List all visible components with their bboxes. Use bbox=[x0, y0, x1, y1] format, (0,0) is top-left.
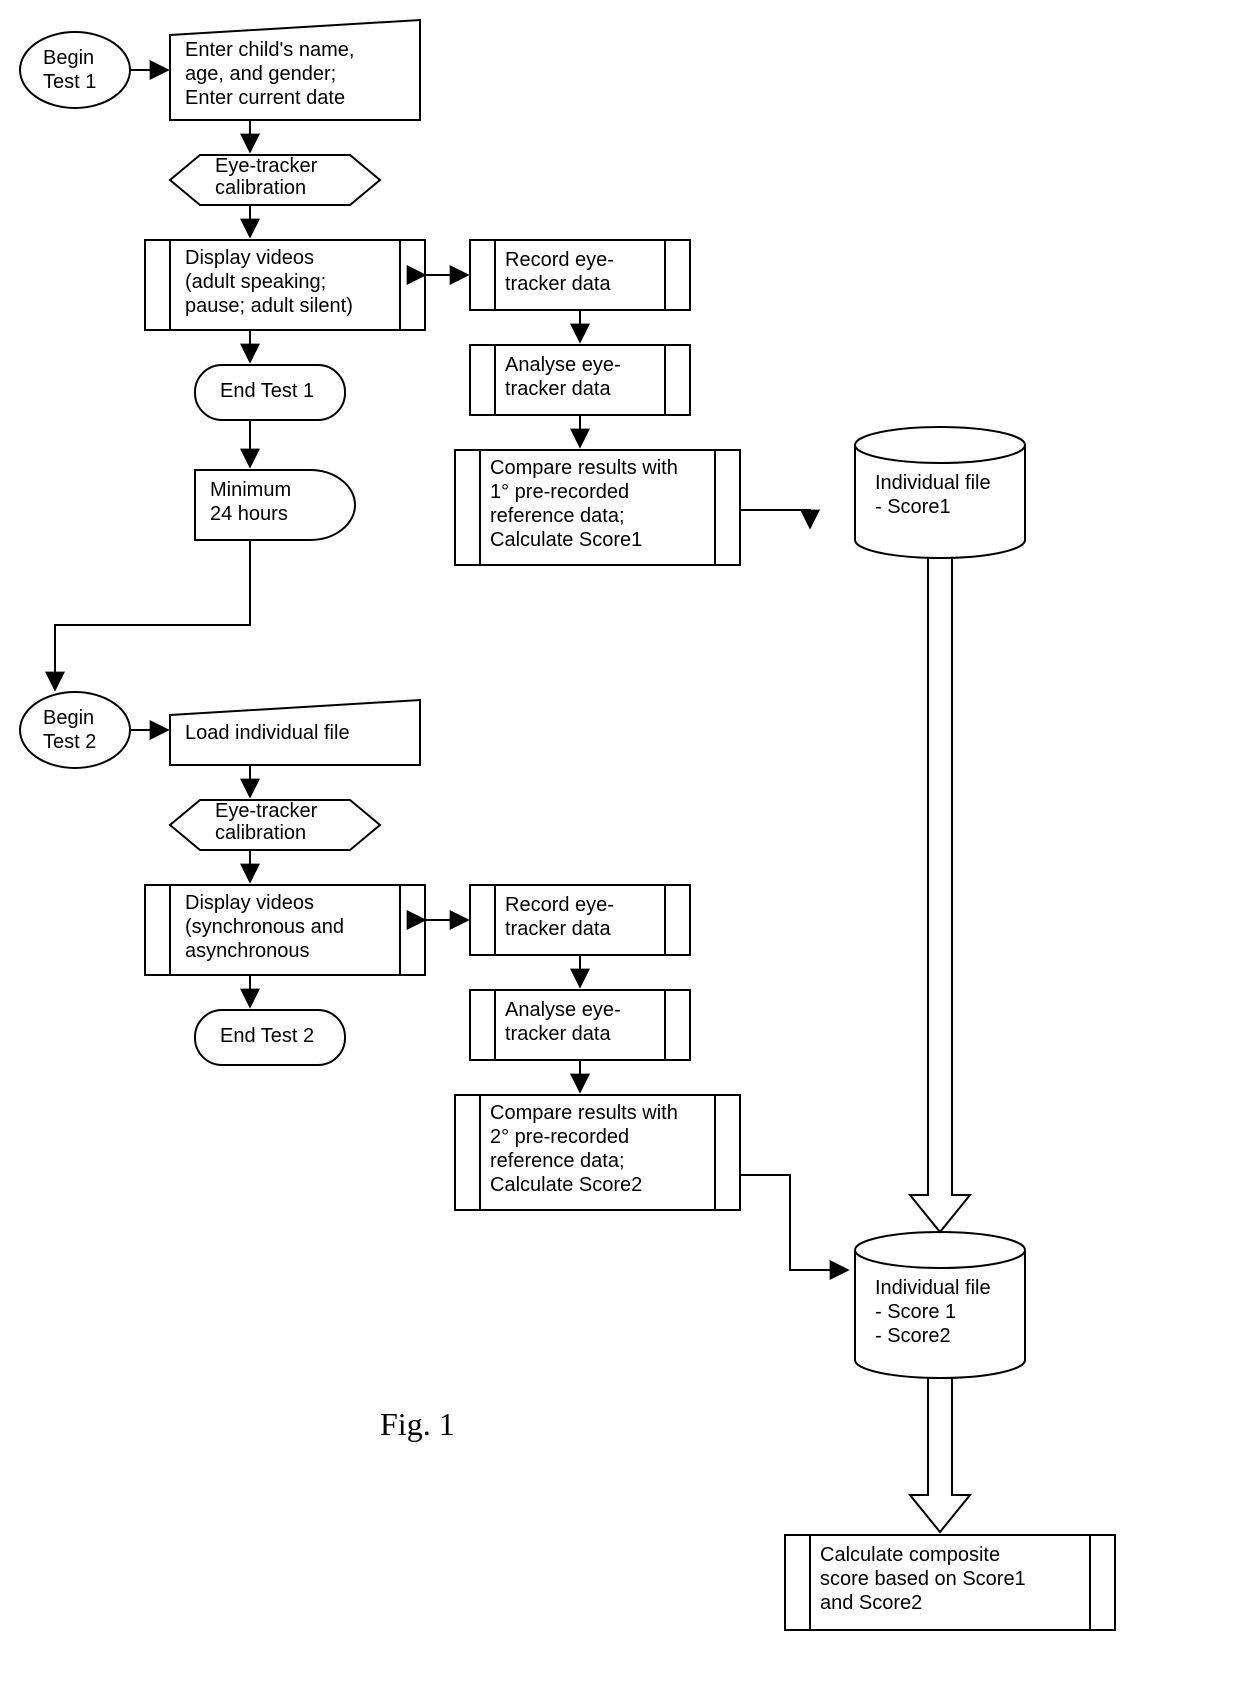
node-eye-tracker-calibration-2: Eye-tracker calibration bbox=[170, 800, 380, 850]
node-analyse-eye-tracker-2: Analyse eye- tracker data bbox=[470, 990, 690, 1060]
svg-text:Individual file - Score1: Individual file - Score1 bbox=[875, 472, 996, 518]
node-display-videos-2: Display videos (synchronous and asynchro… bbox=[145, 885, 425, 975]
svg-text:BeginTest 1: BeginTest 1 bbox=[43, 47, 96, 93]
edge-cmp2-file2 bbox=[740, 1175, 848, 1270]
node-enter-child-info: Enter child's name, age, and gender; Ent… bbox=[170, 20, 420, 120]
node-record-eye-tracker-2: Record eye- tracker data bbox=[470, 885, 690, 955]
svg-text:End Test 1: End Test 1 bbox=[220, 380, 314, 402]
svg-text:Enter child's name, age, a: Enter child's name, age, and gender; Ent… bbox=[185, 39, 360, 109]
flowchart-diagram: BeginTest 1 Enter child's name, age, and… bbox=[0, 0, 1240, 1686]
svg-text:BeginTest 2: BeginTest 2 bbox=[43, 707, 96, 753]
node-calculate-composite-score: Calculate composite score based on Score… bbox=[785, 1535, 1115, 1630]
node-end-test-2: End Test 2 bbox=[195, 1010, 345, 1065]
edge-file2-final bbox=[910, 1378, 970, 1532]
svg-text:Minimum 24 hours: Minimum 24 hours bbox=[210, 479, 297, 525]
edge-cmp1-file1 bbox=[740, 510, 810, 528]
svg-text:End Test 2: End Test 2 bbox=[220, 1025, 314, 1047]
node-compare-results-2: Compare results with 2° pre-recorded ref… bbox=[455, 1095, 740, 1210]
svg-text:Record eye- tracker data: Record eye- tracker data bbox=[505, 894, 620, 940]
node-individual-file-2: Individual file - Score 1 - Score2 bbox=[855, 1232, 1025, 1378]
svg-text:Display videos (synchronou: Display videos (synchronous and asynchro… bbox=[185, 892, 350, 962]
svg-text:Analyse eye- tracker data: Analyse eye- tracker data bbox=[505, 354, 626, 400]
svg-text:Load individual file: Load individual file bbox=[185, 722, 350, 744]
svg-text:Calculate composite score: Calculate composite score based on Score… bbox=[820, 1544, 1031, 1614]
svg-text:Eye-tracker calibration: Eye-tracker calibration bbox=[215, 800, 323, 844]
node-display-videos-1: Display videos (adult speaking; pause; a… bbox=[145, 240, 425, 330]
svg-text:Compare results with 2° pr: Compare results with 2° pre-recorded ref… bbox=[490, 1102, 683, 1196]
svg-text:Individual file - Score 1: Individual file - Score 1 - Score2 bbox=[875, 1277, 996, 1347]
edge-delay-begin2 bbox=[55, 540, 250, 690]
node-eye-tracker-calibration-1: Eye-tracker calibration bbox=[170, 155, 380, 205]
node-compare-results-1: Compare results with 1° pre-recorded ref… bbox=[455, 450, 740, 565]
node-record-eye-tracker-1: Record eye- tracker data bbox=[470, 240, 690, 310]
node-analyse-eye-tracker-1: Analyse eye- tracker data bbox=[470, 345, 690, 415]
svg-text:Compare results with 1° pr: Compare results with 1° pre-recorded ref… bbox=[490, 457, 683, 551]
svg-text:Eye-tracker calibration: Eye-tracker calibration bbox=[215, 155, 323, 199]
figure-caption: Fig. 1 bbox=[380, 1406, 455, 1442]
node-delay-24-hours: Minimum 24 hours bbox=[195, 470, 355, 540]
node-begin-test-2: BeginTest 2 bbox=[20, 692, 130, 768]
node-end-test-1: End Test 1 bbox=[195, 365, 345, 420]
node-individual-file-1: Individual file - Score1 bbox=[855, 427, 1025, 558]
node-load-individual-file: Load individual file bbox=[170, 700, 420, 765]
svg-text:Analyse eye- tracker data: Analyse eye- tracker data bbox=[505, 999, 626, 1045]
node-begin-test-1: BeginTest 1 bbox=[20, 32, 130, 108]
edge-file1-file2 bbox=[910, 558, 970, 1232]
svg-text:Record eye- tracker data: Record eye- tracker data bbox=[505, 249, 620, 295]
svg-text:Display videos (adult spea: Display videos (adult speaking; pause; a… bbox=[185, 247, 353, 317]
